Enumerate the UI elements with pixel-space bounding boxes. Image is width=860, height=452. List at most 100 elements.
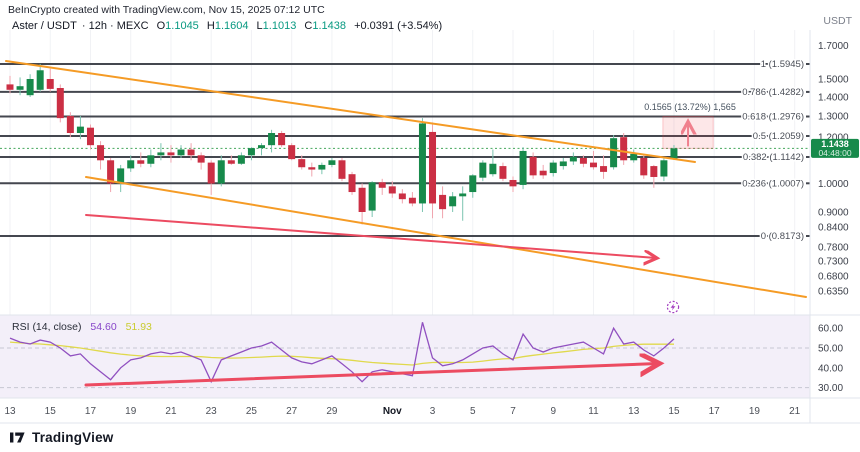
candle-body: [630, 153, 638, 161]
fib-level-label: 0.5 (1.2059): [753, 131, 804, 142]
time-tick-label: Nov: [383, 406, 402, 417]
candlestick-series: [6, 63, 678, 225]
time-tick-label: 17: [85, 406, 97, 417]
quote-currency-label: USDT: [823, 15, 852, 27]
time-tick-label: 15: [45, 406, 57, 417]
candle-body: [117, 168, 125, 184]
rsi-ma-value: 51.93: [125, 321, 152, 333]
candle-body: [36, 70, 44, 90]
last-price-badge: [811, 138, 859, 158]
time-tick-label: 27: [286, 406, 298, 417]
candle-body: [529, 156, 537, 176]
candle-body: [107, 160, 115, 184]
price-tick-label: 1.0000: [818, 179, 849, 190]
candle-body: [177, 149, 185, 156]
low-label: L: [256, 20, 263, 32]
candle-body: [549, 162, 557, 174]
lightning-bolt-icon: [670, 303, 676, 311]
price-tick-label: 1.2000: [818, 133, 849, 144]
candle-body: [670, 148, 678, 160]
high-label: H: [206, 20, 215, 32]
time-axis-drag-area[interactable]: [0, 399, 810, 424]
candle-body: [328, 160, 336, 165]
candle-body: [620, 137, 628, 161]
candle-body: [237, 155, 245, 164]
time-tick-label: 25: [246, 406, 258, 417]
measure-annotation: 0.1565 (13.72%) 1,565: [644, 102, 736, 112]
symbol-legend[interactable]: Aster / USDT · 12h · MEXC O1.1045 H1.160…: [12, 20, 442, 32]
lightning-marker[interactable]: [666, 300, 680, 314]
candle-body: [167, 152, 175, 156]
fib-retracement[interactable]: 1 (1.5945) 0.786 (1.4282) 0.618 (1.2976) 0.…: [0, 58, 810, 244]
trendline-descending-red-arrow[interactable]: [85, 214, 656, 258]
candle-body: [157, 152, 165, 156]
candle-body: [16, 86, 24, 90]
fib-level-label: 0.236 (1.0007): [742, 179, 804, 190]
time-tick-label: 29: [326, 406, 338, 417]
candle-body: [258, 145, 265, 149]
price-tick-label: 0.7300: [818, 257, 849, 268]
fib-level-label: 0.382 (1.1142): [743, 152, 804, 163]
candle-body: [56, 88, 64, 119]
time-tick-label: 17: [709, 406, 721, 417]
price-tick-label: 1.3000: [818, 112, 849, 123]
candle-body: [298, 159, 306, 168]
rsi-value: 54.60: [90, 321, 117, 333]
tradingview-logo-text: TradingView: [32, 430, 114, 445]
attribution-text: BeInCrypto created with TradingView.com,…: [8, 4, 325, 16]
candle-body: [398, 193, 406, 200]
candle-body: [408, 197, 416, 204]
rsi-pane: [0, 322, 810, 389]
rsi-params: (14, close): [32, 321, 82, 333]
candle-body: [147, 155, 155, 164]
trendline-rsi-support-arrow[interactable]: [84, 364, 658, 387]
price-tick-label: 0.8400: [818, 223, 849, 234]
candle-body: [539, 170, 547, 176]
trendline-upper-wedge-orange[interactable]: [5, 60, 696, 163]
candle-body: [559, 161, 567, 167]
candle-body: [600, 166, 608, 172]
time-tick-label: 9: [550, 406, 556, 417]
candle-body: [26, 79, 34, 96]
candle-body: [489, 163, 497, 175]
symbol-name: Aster / USDT: [12, 20, 77, 32]
candle-body: [479, 162, 487, 178]
fib-level-label: 0.786 (1.4282): [742, 87, 804, 98]
last-price-value: 1.1438: [821, 139, 849, 149]
price-tick-label: 0.6350: [818, 287, 849, 298]
legend-separator: ·: [110, 20, 114, 32]
candle-body: [499, 166, 507, 179]
candle-body: [137, 160, 145, 164]
price-tick-label: 0.6800: [818, 272, 849, 283]
time-tick-label: 21: [165, 406, 177, 417]
fib-level-label: 0 (0.8173): [761, 231, 804, 242]
candle-body: [46, 79, 54, 89]
time-tick-label: 15: [668, 406, 680, 417]
candle-body: [439, 194, 447, 210]
candle-body: [610, 138, 618, 168]
rsi-legend[interactable]: RSI (14, close) 54.60 51.93: [12, 321, 152, 333]
price-tick-label: 0.9000: [818, 208, 849, 219]
trendline-lower-wedge-orange[interactable]: [85, 176, 807, 298]
candle-body: [650, 166, 658, 177]
candle-body: [127, 160, 135, 169]
price-range-measure[interactable]: 0.1565 (13.72%) 1,565: [644, 102, 736, 149]
time-tick-label: 7: [510, 406, 516, 417]
price-tick-label: 1.7000: [818, 41, 849, 52]
candle-body: [368, 182, 376, 211]
price-axis[interactable]: 1.7000 1.5000 1.4000 1.3000 1.2000 1.0000 0.90…: [811, 30, 860, 423]
price-tick-label: 1.5000: [818, 75, 849, 86]
time-tick-label: 5: [470, 406, 476, 417]
candle-body: [388, 186, 396, 194]
legend-separator: ·: [81, 20, 86, 32]
candle-body: [97, 145, 105, 161]
rsi-line: [9, 322, 675, 384]
candle-body: [187, 149, 195, 156]
time-axis[interactable]: 13 15 17 19 21 23 25 27 29 Nov 3 5 7 9 11 13 15 17 19 21: [0, 399, 810, 424]
candle-body: [66, 116, 74, 134]
candle-body: [6, 84, 14, 90]
candle-body: [509, 179, 517, 187]
tradingview-logo[interactable]: TradingView: [10, 429, 113, 446]
candle-body: [207, 162, 215, 184]
